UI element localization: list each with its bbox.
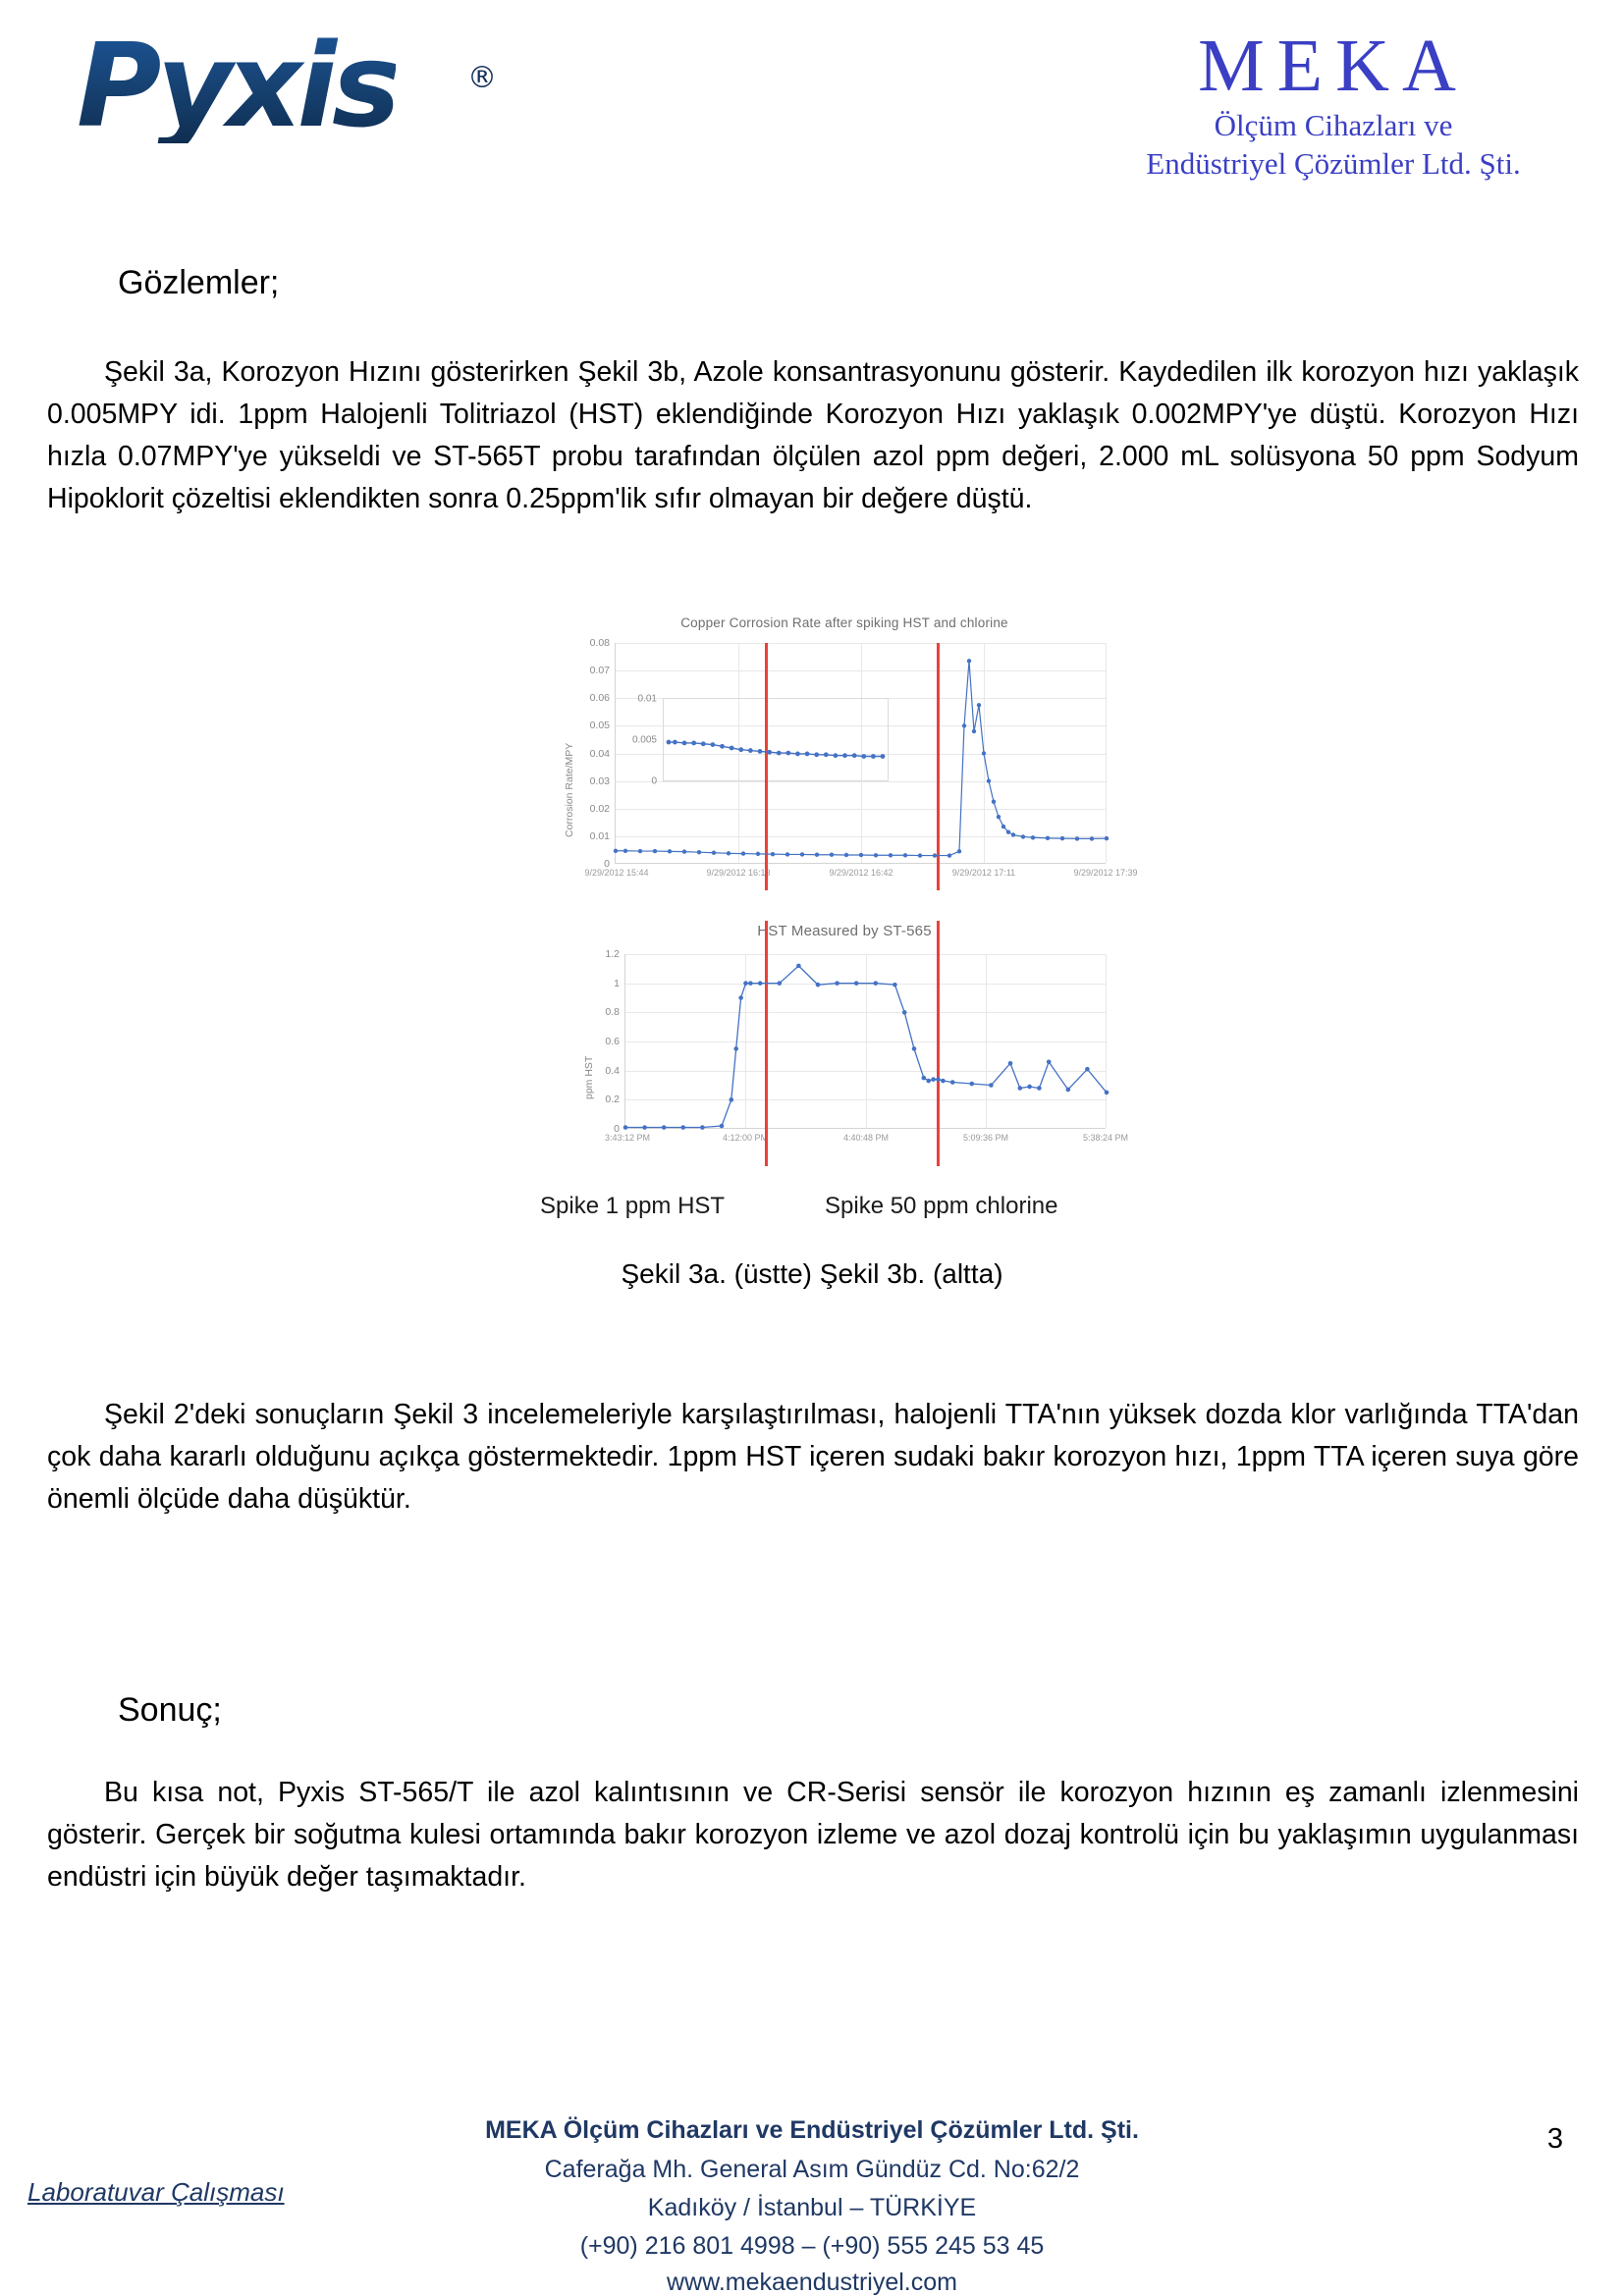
footer-left-label: Laboratuvar Çalışması	[27, 2177, 285, 2207]
meka-logo: MEKA Ölçüm Cihazları ve Endüstriyel Çözü…	[1078, 26, 1589, 183]
chart-a-inset-ytick-2: 0.01	[637, 693, 657, 705]
chart-b-xtick-0: 3:43:12 PM	[604, 1133, 651, 1143]
chart-a-y-axis-title: Corrosion Rate/MPY	[564, 742, 575, 837]
chart-a-ytick-0: 0	[604, 858, 610, 870]
chart-a-spike-marker-chlorine	[937, 643, 940, 890]
comparison-paragraph-text: Şekil 2'deki sonuçların Şekil 3 inceleme…	[47, 1399, 1579, 1515]
pyxis-logo: Pyxis ®	[77, 27, 607, 165]
conclusion-paragraph-text: Bu kısa not, Pyxis ST-565/T ile azol kal…	[47, 1777, 1579, 1893]
chart-a-ytick-7: 0.07	[589, 665, 610, 677]
observations-heading: Gözlemler;	[118, 264, 280, 301]
chart-a-plot-area: 0.08 0.07 0.06 0.05 0.04 0.03 0.02 0.01 …	[584, 637, 1138, 890]
chart-a-xtick-2: 9/29/2012 16:42	[829, 868, 893, 878]
chart-a-title: Copper Corrosion Rate after spiking HST …	[680, 615, 1008, 630]
meka-subtitle-line-2: Endüstriyel Çözümler Ltd. Şti.	[1146, 146, 1521, 181]
page-header: Pyxis ® MEKA Ölçüm Cihazları ve Endüstri…	[0, 0, 1624, 196]
page-number: 3	[1546, 2123, 1563, 2155]
chart-b-xtick-4: 5:38:24 PM	[1082, 1133, 1129, 1143]
footer-address-line-2: Kadıköy / İstanbul – TÜRKİYE	[647, 2194, 977, 2221]
chart-a-spike-marker-hst	[765, 643, 768, 890]
chart-a-ytick-5: 0.05	[589, 720, 610, 732]
figure-3: Copper Corrosion Rate after spiking HST …	[550, 614, 1139, 1188]
footer-address-line-1: Caferağa Mh. General Asım Gündüz Cd. No:…	[544, 2156, 1080, 2183]
comparison-paragraph: Şekil 2'deki sonuçların Şekil 3 inceleme…	[47, 1394, 1579, 1521]
chart-b-xtick-2: 4:40:48 PM	[842, 1133, 890, 1143]
chart-b-ytick-3: 0.6	[605, 1036, 620, 1047]
chart-b-data-series	[623, 963, 1110, 1130]
chart-b-xtick-1: 4:12:00 PM	[722, 1133, 769, 1143]
chart-b-xtick-3: 5:09:36 PM	[962, 1133, 1009, 1143]
chart-a-ytick-8: 0.08	[589, 637, 610, 649]
chart-a-inset-frame: 0.01 0.005 0	[632, 694, 889, 787]
conclusion-heading: Sonuç;	[118, 1691, 222, 1729]
chart-a-inset-ytick-0: 0	[651, 775, 657, 787]
chart-b-title: HST Measured by ST-565	[757, 923, 932, 939]
chart-a-ytick-3: 0.03	[589, 774, 610, 787]
chart-b-ytick-4: 0.8	[605, 1006, 620, 1019]
chart-a-data-series	[613, 659, 1110, 858]
chart-a-inset-data-series	[666, 739, 886, 759]
chart-b-ytick-2: 0.4	[605, 1064, 620, 1077]
chart-a-ytick-6: 0.06	[589, 692, 610, 705]
chart-b-plot-area: 1.2 1 0.8 0.6 0.4 0.2 0 3:43:12 PM 4:12:…	[605, 921, 1128, 1166]
chart-b-ytick-6: 1.2	[605, 948, 620, 960]
registered-trademark-icon: ®	[467, 61, 497, 95]
annotation-spike-chlorine: Spike 50 ppm chlorine	[825, 1193, 1058, 1219]
annotation-spike-hst: Spike 1 ppm HST	[540, 1193, 726, 1219]
chart-a-xtick-1: 9/29/2012 16:13	[706, 868, 771, 878]
meka-subtitle-line-1: Ölçüm Cihazları ve	[1214, 108, 1453, 142]
figure-caption: Şekil 3a. (üstte) Şekil 3b. (altta)	[621, 1258, 1003, 1289]
chart-a-ytick-4: 0.04	[589, 747, 610, 760]
observations-paragraph-text: Şekil 3a, Korozyon Hızını gösterirken Şe…	[47, 356, 1579, 514]
chart-a-xtick-3: 9/29/2012 17:11	[951, 868, 1016, 878]
chart-b-spike-marker-hst	[765, 921, 768, 1166]
chart-a-ytick-1: 0.01	[589, 829, 610, 842]
figure-annotations: Spike 1 ppm HST Spike 50 ppm chlorine	[540, 1193, 1139, 1232]
conclusion-paragraph: Bu kısa not, Pyxis ST-565/T ile azol kal…	[47, 1772, 1579, 1898]
pyxis-wordmark: Pyxis	[77, 18, 401, 153]
footer-website[interactable]: www.mekaendustriyel.com	[667, 2269, 957, 2296]
footer-company: MEKA Ölçüm Cihazları ve Endüstriyel Çözü…	[485, 2116, 1139, 2144]
chart-b-ytick-0: 0	[614, 1123, 620, 1135]
chart-a-inset-ytick-1: 0.005	[631, 734, 657, 746]
chart-a-xtick-0: 9/29/2012 15:44	[584, 868, 649, 878]
footer-phone: (+90) 216 801 4998 – (+90) 555 245 53 45	[579, 2232, 1045, 2260]
chart-b-ytick-1: 0.2	[605, 1094, 620, 1106]
chart-a-xtick-4: 9/29/2012 17:39	[1073, 868, 1138, 878]
chart-a-ytick-2: 0.02	[589, 802, 610, 815]
observations-paragraph: Şekil 3a, Korozyon Hızını gösterirken Şe…	[47, 351, 1579, 520]
meka-wordmark: MEKA	[1198, 25, 1469, 107]
chart-b-spike-marker-chlorine	[937, 921, 940, 1166]
chart-b-y-axis-title: ppm HST	[583, 1055, 595, 1099]
chart-copper-corrosion-rate: Copper Corrosion Rate after spiking HST …	[550, 614, 1139, 913]
chart-b-ytick-5: 1	[614, 977, 620, 989]
chart-hst-measured: HST Measured by ST-565 ppm HST 1.2 1 0.8…	[550, 921, 1139, 1168]
